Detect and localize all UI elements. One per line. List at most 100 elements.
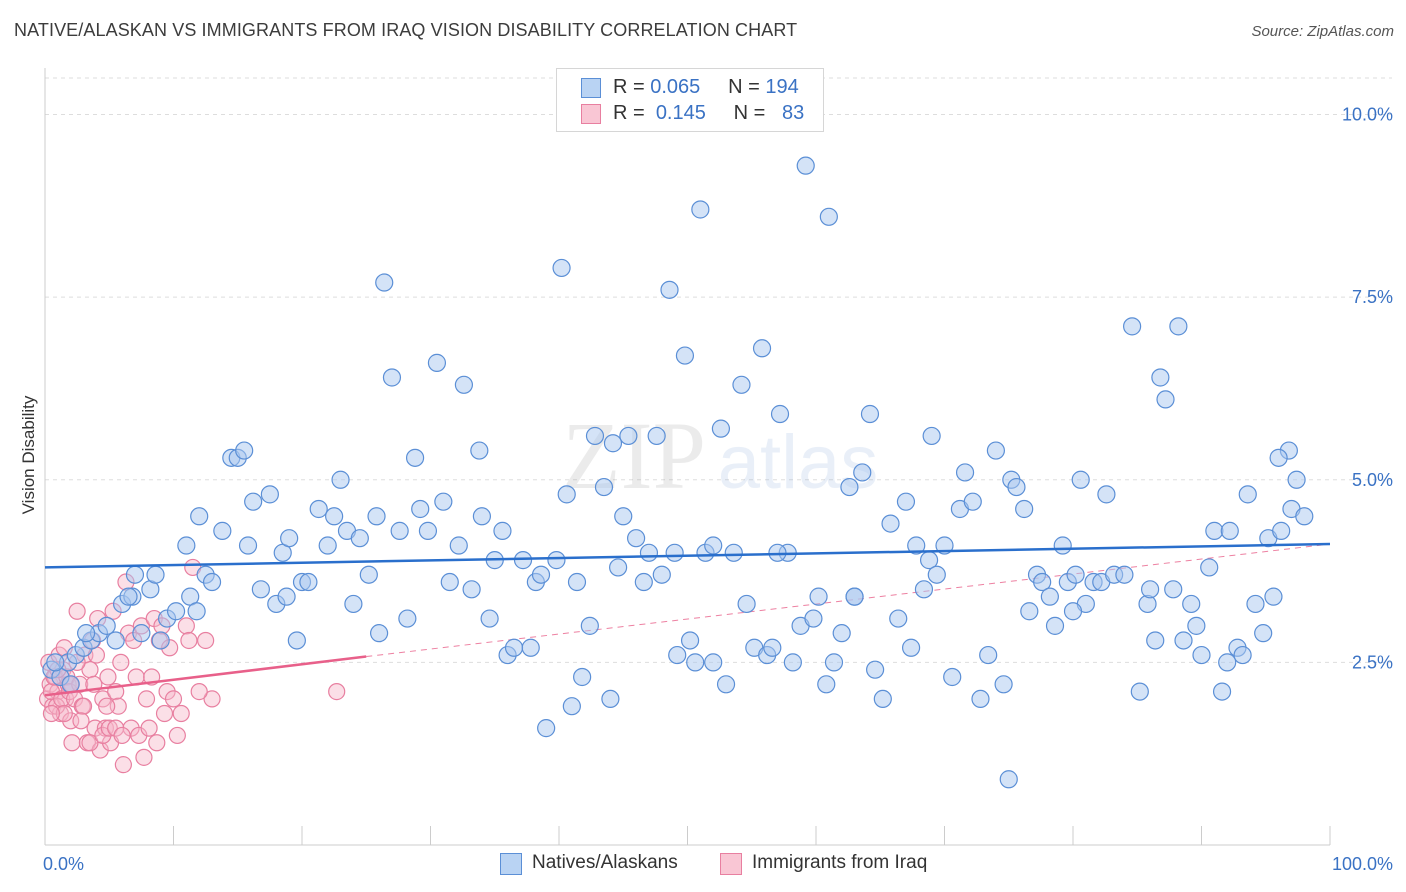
natives-point bbox=[106, 631, 125, 650]
natives-point bbox=[493, 521, 512, 540]
iraq-point bbox=[100, 719, 118, 737]
natives-point bbox=[470, 441, 489, 460]
natives-point bbox=[832, 624, 851, 643]
natives-point bbox=[151, 631, 170, 650]
natives-point bbox=[1115, 565, 1134, 584]
natives-point bbox=[309, 499, 328, 519]
natives-point bbox=[1233, 645, 1252, 665]
natives-point bbox=[914, 580, 934, 599]
iraq-point bbox=[190, 682, 208, 701]
natives-point bbox=[711, 419, 731, 438]
natives-point bbox=[504, 638, 524, 657]
bottom-legend-label-natives: Natives/Alaskans bbox=[532, 852, 678, 873]
legend-n-value-2: 83 bbox=[782, 102, 805, 124]
natives-point bbox=[1272, 521, 1291, 540]
natives-point bbox=[804, 609, 823, 628]
natives-point bbox=[1287, 470, 1306, 489]
natives-point bbox=[999, 770, 1018, 789]
natives-point bbox=[889, 609, 908, 628]
natives-point bbox=[881, 514, 900, 533]
natives-point bbox=[796, 156, 815, 175]
natives-point bbox=[166, 602, 186, 621]
iraq-point bbox=[148, 734, 166, 752]
iraq-point bbox=[74, 697, 93, 715]
natives-point bbox=[573, 667, 592, 687]
correlation-legend: R = 0.065 N = 194 R = 0.145 N = 83 bbox=[556, 68, 824, 132]
natives-point bbox=[472, 507, 491, 526]
natives-point bbox=[1140, 580, 1160, 599]
natives-point bbox=[1205, 521, 1224, 540]
natives-point bbox=[614, 507, 633, 526]
natives-point bbox=[251, 580, 270, 599]
natives-point bbox=[411, 499, 430, 519]
natives-point bbox=[873, 689, 892, 709]
iraq-point bbox=[164, 690, 183, 708]
natives-point bbox=[737, 594, 756, 614]
natives-point bbox=[955, 463, 975, 482]
natives-point bbox=[1015, 499, 1034, 519]
natives-point bbox=[853, 463, 872, 482]
natives-point bbox=[763, 638, 782, 657]
iraq-point bbox=[42, 704, 61, 723]
natives-point bbox=[601, 689, 620, 709]
natives-point bbox=[1033, 572, 1052, 592]
watermark: ZIP atlas bbox=[562, 402, 878, 509]
iraq-point bbox=[168, 726, 186, 745]
natives-point bbox=[132, 624, 151, 643]
natives-point bbox=[238, 536, 258, 555]
trend-lines bbox=[44, 542, 1331, 697]
natives-point bbox=[462, 580, 481, 599]
natives-point bbox=[704, 536, 723, 555]
natives-point bbox=[125, 565, 145, 584]
legend-r-label-2: R = bbox=[613, 102, 645, 124]
natives-point bbox=[922, 426, 941, 446]
natives-point bbox=[418, 521, 438, 540]
natives-point bbox=[405, 448, 425, 467]
natives-point bbox=[344, 594, 363, 614]
y-tick-label: 2.5% bbox=[1352, 652, 1393, 672]
iraq-point bbox=[197, 631, 215, 650]
natives-point bbox=[244, 492, 263, 511]
x-tick-label-max: 100.0% bbox=[1332, 854, 1393, 874]
natives-point bbox=[547, 551, 566, 570]
natives-point bbox=[986, 441, 1006, 460]
iraq-trend-line bbox=[44, 655, 367, 697]
natives-point bbox=[660, 280, 679, 299]
iraq-point bbox=[135, 748, 153, 766]
natives-point bbox=[652, 565, 671, 584]
natives-point bbox=[367, 507, 386, 526]
natives-point bbox=[1123, 317, 1142, 336]
iraq-point bbox=[328, 682, 346, 701]
natives-point bbox=[824, 653, 844, 672]
natives-point bbox=[552, 258, 571, 278]
natives-point bbox=[427, 353, 447, 372]
natives-point bbox=[567, 572, 587, 592]
watermark-zip: ZIP bbox=[562, 402, 706, 509]
grid-lines bbox=[45, 77, 1392, 663]
natives-point bbox=[434, 492, 453, 511]
natives-point bbox=[907, 536, 926, 555]
natives-point bbox=[770, 404, 790, 424]
iraq-point bbox=[155, 704, 174, 723]
y-tick-label: 5.0% bbox=[1352, 470, 1393, 490]
chart-title: NATIVE/ALASKAN VS IMMIGRANTS FROM IRAQ V… bbox=[14, 20, 798, 40]
natives-point bbox=[1130, 682, 1149, 701]
natives-point bbox=[454, 375, 474, 394]
natives-point bbox=[819, 207, 838, 226]
iraq-point bbox=[112, 653, 130, 671]
y-tick-label: 10.0% bbox=[1342, 105, 1393, 125]
legend-r-value-2: 0.145 bbox=[655, 102, 706, 124]
iraq-point bbox=[98, 697, 116, 715]
natives-point bbox=[1045, 616, 1065, 635]
natives-point bbox=[691, 200, 710, 219]
natives-point bbox=[860, 404, 880, 424]
natives-point bbox=[449, 536, 468, 555]
natives-point bbox=[809, 587, 828, 606]
legend-swatch-blue bbox=[581, 78, 601, 98]
natives-point bbox=[585, 426, 605, 446]
natives-point bbox=[521, 638, 540, 657]
natives-point bbox=[1007, 477, 1026, 497]
natives-point bbox=[277, 587, 296, 606]
iraq-point bbox=[99, 668, 117, 686]
